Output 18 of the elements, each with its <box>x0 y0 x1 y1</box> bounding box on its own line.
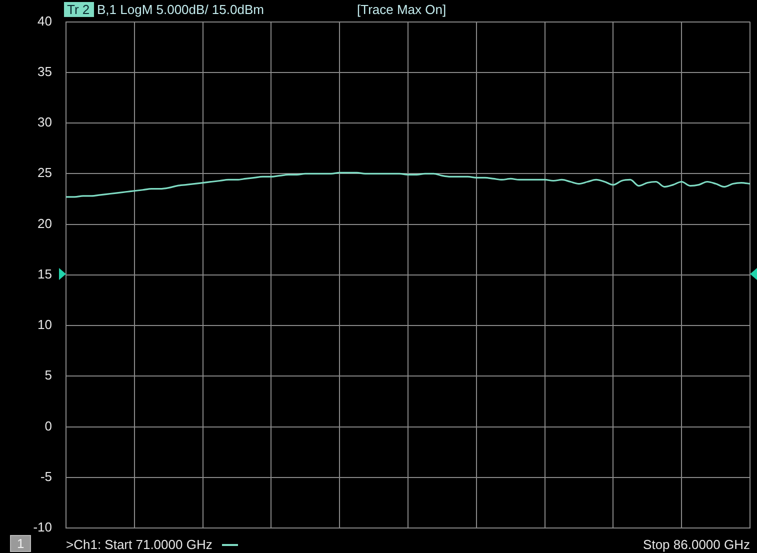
y-tick-label: 30 <box>38 114 52 130</box>
y-tick-label: 5 <box>44 368 52 383</box>
y-tick-label: 0 <box>44 418 52 434</box>
text: [Trace Max On] <box>357 2 446 17</box>
line-series <box>65 172 751 198</box>
text: >Ch1: Start 71.0000 GHz <box>66 537 212 552</box>
y-tick-label: -5 <box>40 468 52 484</box>
y-tick-label: 10 <box>38 317 52 332</box>
text: 1 <box>10 535 32 552</box>
y-tick-label: 40 <box>38 13 52 28</box>
text: Tr 2 <box>64 2 94 17</box>
text: Stop 86.0000 GHz <box>643 537 750 552</box>
y-tick-label: -10 <box>33 520 52 535</box>
y-tick-label: 15 <box>38 266 52 282</box>
y-tick-label: 35 <box>38 64 52 79</box>
y-tick-label: 25 <box>38 165 52 180</box>
y-tick-label: 20 <box>38 216 52 231</box>
text: B,1 LogM 5.000dB/ 15.0dBm <box>97 2 264 17</box>
